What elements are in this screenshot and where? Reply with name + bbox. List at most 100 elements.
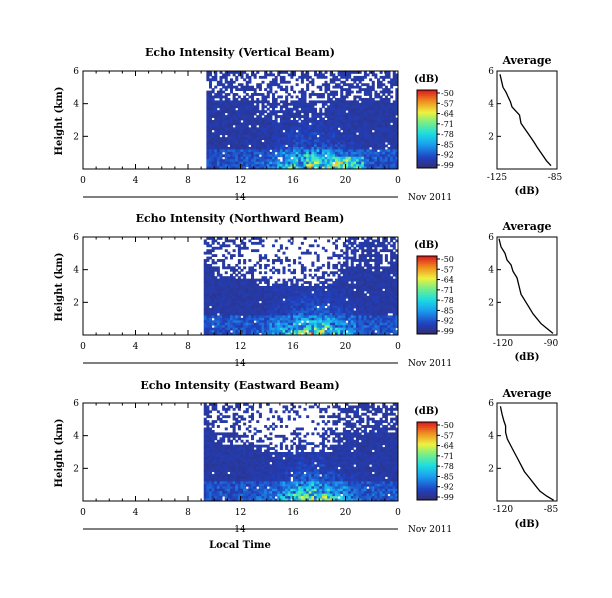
heatmap-cell xyxy=(311,244,315,248)
heatmap-cell xyxy=(345,308,349,311)
profile-line xyxy=(498,238,554,334)
heatmap-cell xyxy=(303,305,307,309)
heatmap-cell xyxy=(235,146,239,150)
heatmap-cell xyxy=(243,117,247,121)
heatmap-cell xyxy=(382,332,386,336)
heatmap-cell xyxy=(224,124,228,128)
heatmap-cell xyxy=(335,75,339,79)
heatmap-cell xyxy=(222,132,226,136)
heatmap-cell xyxy=(311,298,315,302)
heatmap-cell xyxy=(269,286,273,289)
heatmap-cell xyxy=(203,427,207,431)
heatmap-cell xyxy=(348,166,352,170)
heatmap-cell xyxy=(290,286,294,289)
heatmap-cell xyxy=(303,105,307,109)
heatmap-cell xyxy=(245,154,249,158)
heatmap-cell xyxy=(337,139,341,143)
heatmap-cell xyxy=(342,112,346,116)
heatmap-cell xyxy=(253,237,257,240)
heatmap-cell xyxy=(264,159,268,163)
heatmap-cell xyxy=(279,107,283,111)
heatmap-cell xyxy=(206,75,210,79)
heatmap-cell xyxy=(203,420,207,423)
heatmap-cell xyxy=(387,80,391,84)
heatmap-cell xyxy=(308,325,312,329)
heatmap-cell xyxy=(243,237,247,240)
heatmap-cell xyxy=(240,142,244,145)
heatmap-cell xyxy=(366,115,370,118)
heatmap-cell xyxy=(387,308,391,311)
heatmap-cell xyxy=(287,325,291,329)
heatmap-cell xyxy=(353,327,357,331)
heatmap-cell xyxy=(235,330,239,333)
heatmap-cell xyxy=(240,317,244,321)
heatmap-cell xyxy=(277,317,281,321)
heatmap-cell xyxy=(379,154,383,158)
heatmap-cell xyxy=(287,93,291,96)
heatmap-cell xyxy=(337,273,341,277)
heatmap-cell xyxy=(371,300,375,304)
heatmap-cell xyxy=(243,120,247,123)
heatmap-cell xyxy=(306,308,310,311)
heatmap-cell xyxy=(342,308,346,311)
heatmap-cell xyxy=(356,100,360,104)
heatmap-cell xyxy=(235,308,239,311)
heatmap-cell xyxy=(219,283,223,287)
heatmap-cell xyxy=(335,134,339,138)
heatmap-cell xyxy=(264,156,268,160)
colorbar-swatch xyxy=(417,129,437,132)
heatmap-cell xyxy=(251,305,255,309)
heatmap-cell xyxy=(374,327,378,331)
heatmap-cell xyxy=(382,327,386,331)
heatmap-cell xyxy=(335,156,339,160)
heatmap-cell xyxy=(287,288,291,292)
heatmap-cell xyxy=(232,293,236,297)
heatmap-cell xyxy=(382,312,386,316)
heatmap-cell xyxy=(216,100,220,104)
heatmap-cell xyxy=(240,300,244,304)
heatmap-cell xyxy=(300,134,304,138)
heatmap-cell xyxy=(279,330,283,333)
heatmap-cell xyxy=(237,95,241,99)
profile-y-tick-label: 2 xyxy=(488,298,494,308)
heatmap-cell xyxy=(316,144,320,148)
heatmap-cell xyxy=(232,308,236,311)
heatmap-cell xyxy=(290,322,294,326)
heatmap-cell xyxy=(293,146,297,150)
heatmap-cell xyxy=(379,117,383,121)
heatmap-cell xyxy=(316,288,320,292)
heatmap-cell xyxy=(293,283,297,287)
heatmap-cell xyxy=(258,85,262,89)
heatmap-cell xyxy=(358,303,362,306)
heatmap-cell xyxy=(340,271,344,275)
heatmap-cell xyxy=(377,78,381,82)
heatmap-cell xyxy=(266,102,270,106)
heatmap-cell xyxy=(214,154,218,158)
heatmap-cell xyxy=(219,112,223,116)
heatmap-cell xyxy=(345,139,349,143)
heatmap-cell xyxy=(269,332,273,336)
heatmap-cell xyxy=(335,151,339,155)
heatmap-cell xyxy=(392,142,396,145)
heatmap-cell xyxy=(230,164,234,167)
heatmap-cell xyxy=(203,449,207,453)
heatmap-cell xyxy=(395,144,399,148)
heatmap-cell xyxy=(222,278,226,282)
heatmap-cell xyxy=(227,110,231,114)
heatmap-cell xyxy=(348,310,352,314)
heatmap-cell xyxy=(314,293,318,297)
heatmap-cell xyxy=(237,100,241,104)
heatmap-cell xyxy=(222,166,226,170)
heatmap-cell xyxy=(272,327,276,331)
heatmap-cell xyxy=(345,107,349,111)
heatmap-cell xyxy=(279,290,283,294)
heatmap-cell xyxy=(224,325,228,329)
heatmap-cell xyxy=(206,310,210,314)
heatmap-cell xyxy=(245,122,249,126)
heatmap-cell xyxy=(377,80,381,84)
heatmap-cell xyxy=(224,132,228,136)
heatmap-cell xyxy=(272,286,276,289)
heatmap-cell xyxy=(300,295,304,299)
heatmap-cell xyxy=(266,298,270,302)
heatmap-cell xyxy=(358,124,362,128)
